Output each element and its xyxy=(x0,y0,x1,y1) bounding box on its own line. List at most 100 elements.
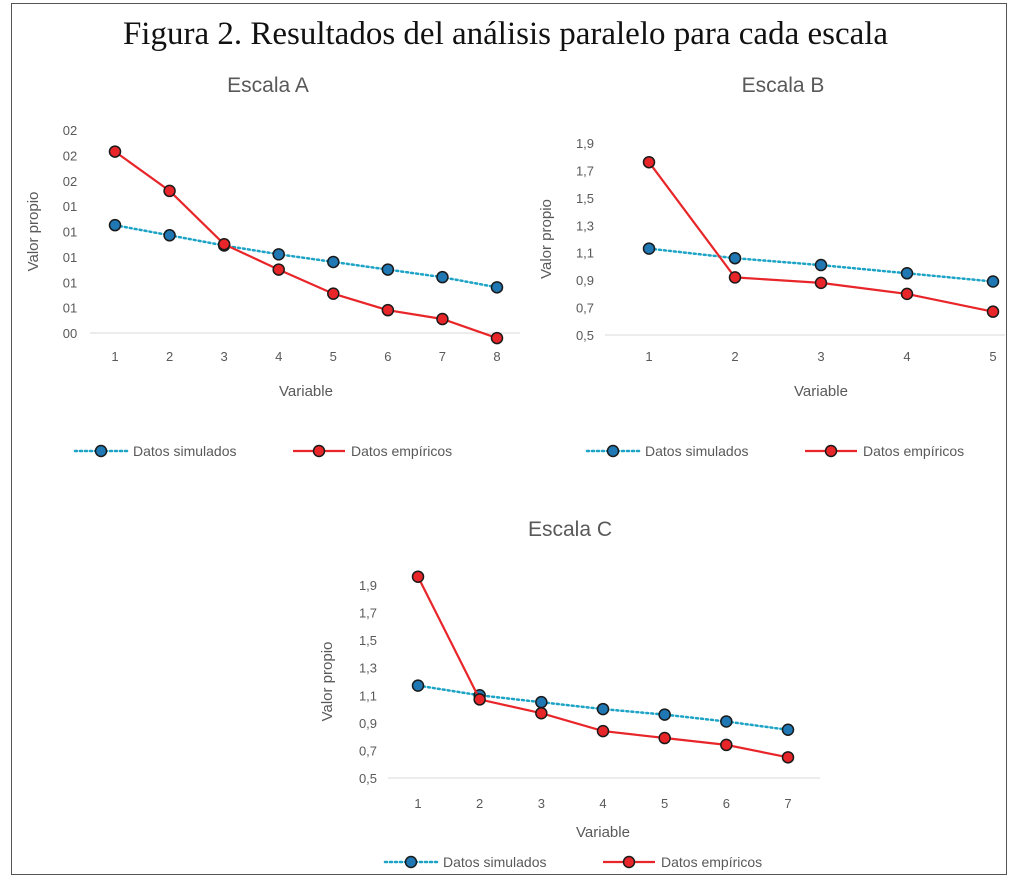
chart-title: Escala B xyxy=(742,74,825,97)
data-point-empirical xyxy=(381,303,395,317)
y-tick-label: 0,7 xyxy=(359,743,377,758)
x-tick-label: 4 xyxy=(903,349,910,364)
legend-marker xyxy=(94,444,108,458)
x-tick-label: 2 xyxy=(731,349,738,364)
legend-marker xyxy=(824,444,838,458)
data-point-simulated xyxy=(535,695,548,709)
y-tick-label: 1,5 xyxy=(576,191,594,206)
data-point-simulated xyxy=(642,242,656,255)
x-tick-label: 3 xyxy=(817,349,824,364)
data-point-simulated xyxy=(436,270,449,284)
legend-label: Datos empíricos xyxy=(351,443,452,459)
data-point-empirical xyxy=(163,184,176,198)
legend-label: Datos empíricos xyxy=(863,443,964,459)
data-point-empirical xyxy=(327,287,340,300)
y-tick-label: 01 xyxy=(63,225,77,240)
data-point-empirical xyxy=(728,271,742,284)
data-point-simulated xyxy=(814,258,828,272)
legend-label: Datos simulados xyxy=(645,443,749,459)
x-tick-label: 5 xyxy=(989,349,996,364)
y-tick-label: 0,5 xyxy=(359,771,377,786)
x-tick-label: 3 xyxy=(221,349,228,364)
data-point-empirical xyxy=(535,706,548,720)
data-point-simulated xyxy=(720,715,733,728)
data-point-simulated xyxy=(728,251,742,265)
y-axis-label: Valor propio xyxy=(25,192,42,272)
x-tick-label: 1 xyxy=(414,796,421,811)
data-point-simulated xyxy=(163,229,176,242)
data-point-empirical xyxy=(814,276,828,290)
x-tick-label: 7 xyxy=(439,349,446,364)
data-point-empirical xyxy=(436,312,449,326)
x-tick-label: 6 xyxy=(384,349,391,364)
legend-marker xyxy=(404,855,418,869)
data-point-empirical xyxy=(217,237,231,251)
y-axis-label: Valor propio xyxy=(538,199,555,279)
x-axis-label: Variable xyxy=(279,383,333,400)
data-point-empirical xyxy=(986,305,1000,318)
legend-label: Datos simulados xyxy=(443,854,547,870)
y-tick-label: 02 xyxy=(63,148,77,163)
figure-title: Figura 2. Resultados del análisis parale… xyxy=(122,16,889,52)
chart-title: Escala C xyxy=(528,518,612,541)
data-point-empirical xyxy=(473,693,486,706)
data-point-empirical xyxy=(272,263,285,276)
x-tick-label: 2 xyxy=(476,796,483,811)
data-point-simulated xyxy=(900,267,914,280)
y-tick-label: 1,3 xyxy=(576,218,594,233)
data-point-empirical xyxy=(411,570,425,583)
y-axis-label: Valor propio xyxy=(319,642,336,722)
data-point-simulated xyxy=(596,702,610,716)
x-tick-label: 7 xyxy=(784,796,791,811)
y-tick-label: 1,1 xyxy=(576,246,594,261)
data-point-simulated xyxy=(327,255,340,269)
x-tick-label: 4 xyxy=(275,349,282,364)
y-tick-label: 0,5 xyxy=(576,328,594,343)
y-tick-label: 0,7 xyxy=(576,301,594,316)
y-tick-label: 0,9 xyxy=(576,273,594,288)
data-point-empirical xyxy=(658,731,671,745)
legend-marker xyxy=(622,855,636,869)
data-point-simulated xyxy=(108,218,122,232)
y-tick-label: 00 xyxy=(63,326,77,341)
x-tick-label: 1 xyxy=(111,349,118,364)
x-tick-label: 5 xyxy=(330,349,337,364)
y-tick-label: 02 xyxy=(63,174,77,189)
y-tick-label: 0,9 xyxy=(359,716,377,731)
y-tick-label: 02 xyxy=(63,123,77,138)
y-tick-label: 01 xyxy=(63,301,77,316)
series-line-simulated xyxy=(113,223,499,289)
chart-title: Escala A xyxy=(227,74,309,97)
y-tick-label: 1,3 xyxy=(359,661,377,676)
data-point-simulated xyxy=(781,723,795,736)
x-tick-label: 6 xyxy=(723,796,730,811)
x-axis-label: Variable xyxy=(576,824,630,841)
data-point-simulated xyxy=(272,248,285,261)
series-line-empirical xyxy=(648,161,994,313)
y-tick-label: 1,5 xyxy=(359,633,377,648)
x-tick-label: 5 xyxy=(661,796,668,811)
x-tick-label: 3 xyxy=(538,796,545,811)
data-point-simulated xyxy=(658,708,671,721)
y-tick-label: 1,9 xyxy=(359,578,377,593)
data-point-empirical xyxy=(781,751,795,764)
legend-marker xyxy=(312,444,326,458)
y-tick-label: 01 xyxy=(63,199,77,214)
data-point-simulated xyxy=(411,679,425,692)
y-tick-label: 1,9 xyxy=(576,136,594,151)
x-tick-label: 2 xyxy=(166,349,173,364)
y-tick-label: 01 xyxy=(63,275,77,290)
y-tick-label: 1,1 xyxy=(359,688,377,703)
data-point-simulated xyxy=(381,263,395,276)
figure-frame xyxy=(11,3,1007,875)
x-tick-label: 4 xyxy=(599,796,606,811)
y-tick-label: 01 xyxy=(63,250,77,265)
y-tick-label: 1,7 xyxy=(576,163,594,178)
x-tick-label: 8 xyxy=(493,349,500,364)
data-point-empirical xyxy=(108,145,122,158)
data-point-empirical xyxy=(596,724,610,738)
legend-label: Datos simulados xyxy=(133,443,237,459)
series-line-empirical xyxy=(114,150,498,340)
x-tick-label: 1 xyxy=(645,349,652,364)
